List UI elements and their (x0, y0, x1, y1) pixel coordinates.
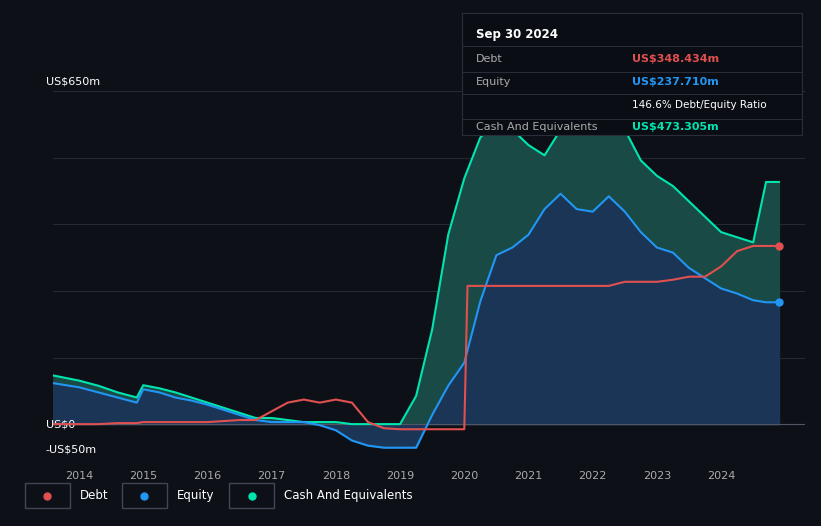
Text: Equity: Equity (177, 489, 214, 502)
Text: 2023: 2023 (643, 471, 671, 481)
Text: 2019: 2019 (386, 471, 415, 481)
Text: Cash And Equivalents: Cash And Equivalents (475, 122, 597, 132)
Text: Equity: Equity (475, 77, 511, 87)
Text: 2022: 2022 (579, 471, 607, 481)
Text: Sep 30 2024: Sep 30 2024 (475, 28, 557, 41)
Text: 2018: 2018 (322, 471, 350, 481)
FancyBboxPatch shape (122, 483, 167, 509)
Text: Debt: Debt (475, 54, 502, 64)
Text: 2014: 2014 (65, 471, 93, 481)
Text: 2017: 2017 (258, 471, 286, 481)
FancyBboxPatch shape (229, 483, 274, 509)
Text: US$237.710m: US$237.710m (632, 77, 718, 87)
Text: 2020: 2020 (450, 471, 479, 481)
Text: Debt: Debt (80, 489, 108, 502)
Text: 146.6% Debt/Equity Ratio: 146.6% Debt/Equity Ratio (632, 100, 767, 110)
Text: 2021: 2021 (515, 471, 543, 481)
FancyBboxPatch shape (25, 483, 70, 509)
Text: US$473.305m: US$473.305m (632, 122, 718, 132)
Text: 2016: 2016 (194, 471, 222, 481)
Text: US$348.434m: US$348.434m (632, 54, 719, 64)
Text: 2015: 2015 (129, 471, 158, 481)
Text: US$650m: US$650m (46, 76, 100, 86)
Text: -US$50m: -US$50m (46, 444, 97, 455)
Text: 2024: 2024 (707, 471, 736, 481)
Text: Cash And Equivalents: Cash And Equivalents (284, 489, 413, 502)
Text: US$0: US$0 (46, 419, 75, 429)
